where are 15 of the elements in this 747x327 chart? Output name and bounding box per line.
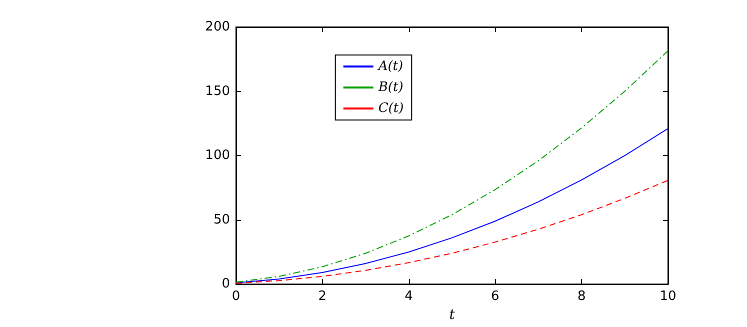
x-axis-title: t: [449, 307, 456, 323]
legend-label: B(t): [377, 80, 404, 95]
y-tick-label: 100: [205, 148, 230, 164]
y-tick-label: 200: [205, 20, 230, 34]
legend-label: C(t): [378, 101, 404, 116]
legend-label: A(t): [377, 59, 404, 74]
x-tick-label: 4: [404, 289, 413, 304]
y-tick-label: 150: [205, 84, 230, 99]
x-tick-label: 6: [491, 289, 500, 304]
x-tick-label: 2: [318, 289, 327, 304]
y-tick-label: 50: [213, 212, 230, 228]
x-tick-label: 10: [660, 289, 676, 304]
y-tick-label: 0: [222, 276, 230, 292]
x-tick-label: 0: [232, 289, 240, 304]
x-tick-label: 8: [577, 289, 586, 304]
